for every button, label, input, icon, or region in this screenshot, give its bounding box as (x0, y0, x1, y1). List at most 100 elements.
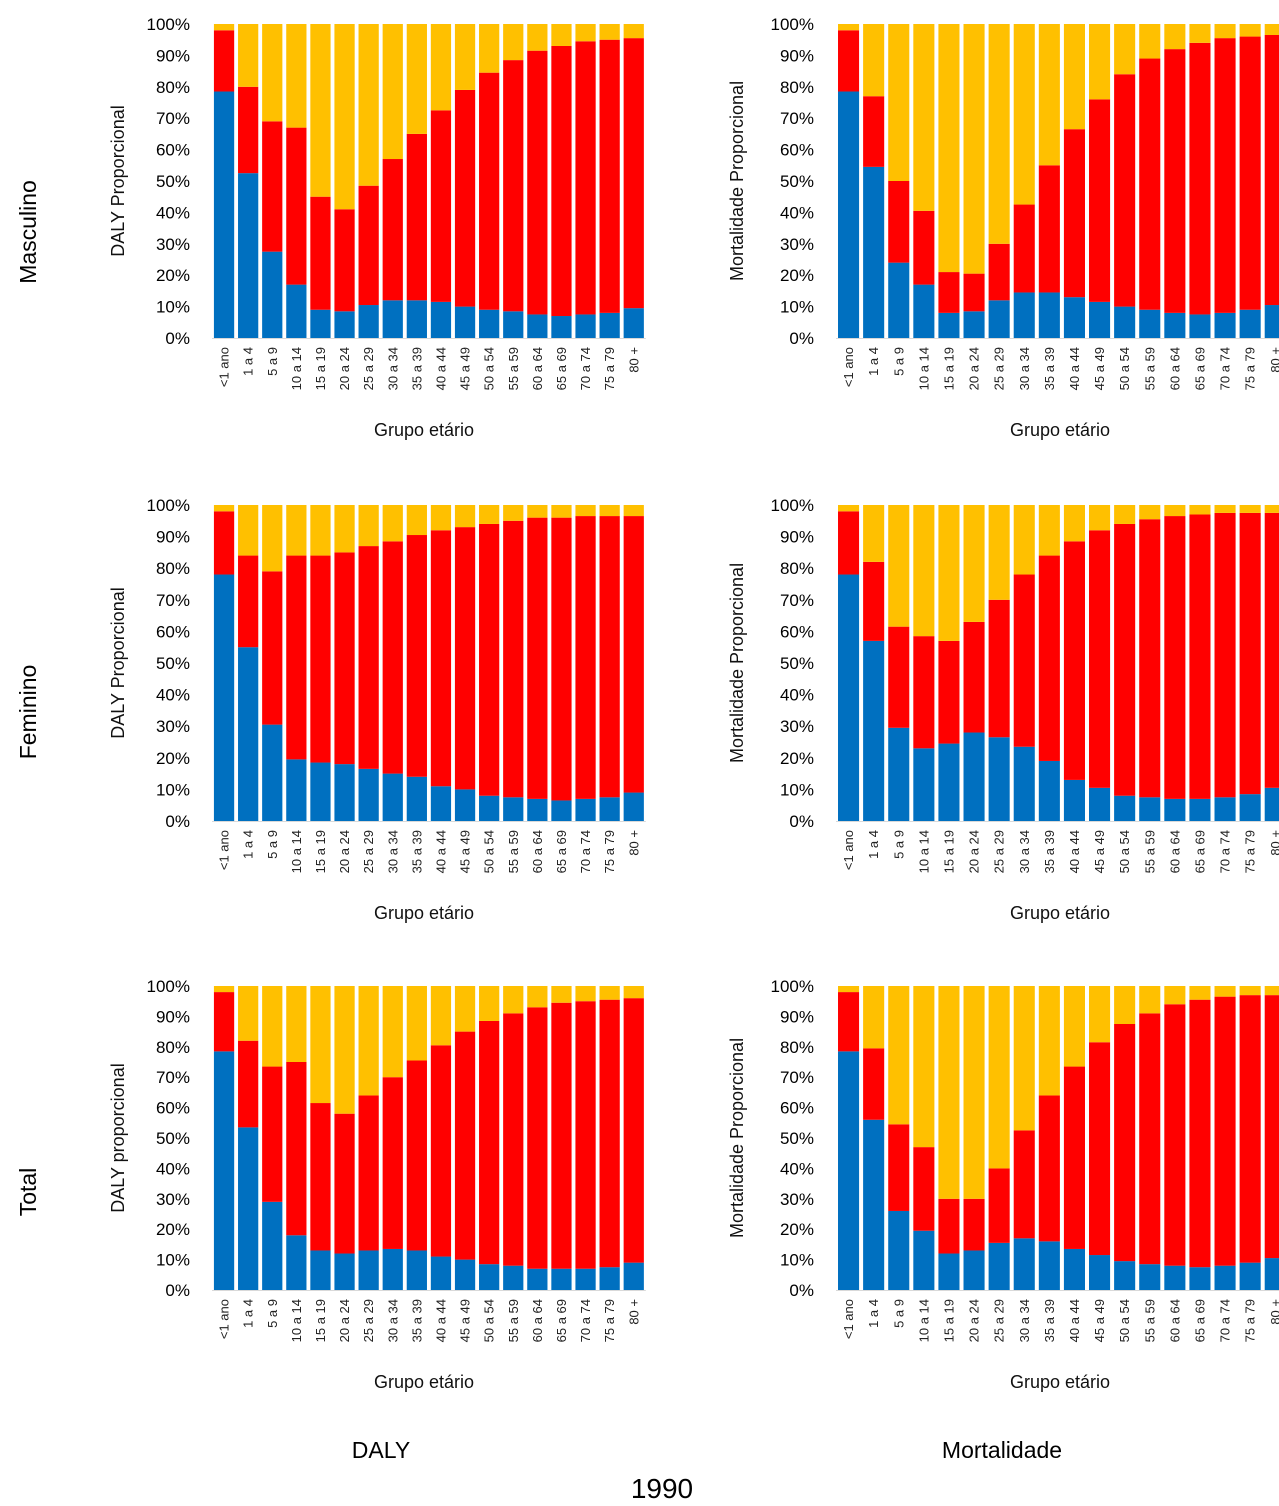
y-tick-label: 10% (780, 780, 814, 799)
bar-red-0 (838, 992, 860, 1052)
x-tick-label: 55 a 59 (1142, 830, 1157, 873)
y-tick-label: 70% (780, 109, 814, 128)
chart-5: 0% 10% 20% 30% 40% 50% 60% 70% 80% 90% 100% Mortali… (727, 977, 1279, 1392)
x-tick-label: 50 a 54 (482, 830, 497, 873)
bar-yellow-7 (382, 986, 403, 1078)
bar-yellow-17 (1264, 986, 1279, 996)
bar-blue-9 (430, 786, 452, 821)
bar-red-12 (503, 60, 524, 312)
y-tick-label: 70% (156, 109, 190, 128)
y-tick-label: 20% (780, 266, 814, 285)
bar-red-15 (1214, 38, 1236, 313)
bar-yellow-17 (623, 24, 644, 39)
bar-blue-14 (1189, 1267, 1211, 1290)
x-tick-label: 80 + (626, 1299, 641, 1325)
bar-red-15 (1214, 512, 1236, 798)
bar-yellow-13 (1164, 24, 1186, 50)
x-tick-label: 75 a 79 (602, 830, 617, 873)
bar-yellow-2 (888, 986, 910, 1125)
y-tick-label: 40% (780, 686, 814, 705)
row-label-feminino: Feminino (15, 665, 41, 760)
bar-blue-7 (1013, 292, 1035, 338)
bar-red-6 (988, 1168, 1010, 1243)
bar-blue-8 (406, 776, 427, 821)
bar-blue-9 (1063, 297, 1085, 338)
x-tick-label: 70 a 74 (578, 830, 593, 873)
x-tick-label: 20 a 24 (967, 1299, 982, 1342)
x-tick-label: 55 a 59 (1142, 1299, 1157, 1342)
x-tick-label: 55 a 59 (506, 347, 521, 390)
x-tick-label: 30 a 34 (1017, 830, 1032, 873)
x-tick-label: 75 a 79 (1243, 830, 1258, 873)
bar-blue-12 (503, 311, 524, 338)
x-tick-label: 80 + (1268, 830, 1279, 856)
x-tick-label: <1 ano (217, 1299, 232, 1339)
y-tick-label: 50% (780, 172, 814, 191)
bar-blue-15 (575, 798, 596, 821)
x-tick-label: 35 a 39 (1042, 347, 1057, 390)
bar-yellow-1 (863, 986, 885, 1049)
bar-yellow-13 (527, 505, 548, 518)
x-axis-label: Grupo etário (1010, 1372, 1110, 1392)
bar-blue-8 (1038, 760, 1060, 821)
x-tick-label: 25 a 29 (361, 830, 376, 873)
bar-blue-2 (888, 727, 910, 821)
bar-yellow-11 (479, 986, 500, 1021)
bar-yellow-13 (527, 24, 548, 51)
bar-blue-4 (310, 309, 331, 338)
y-tick-label: 90% (780, 46, 814, 65)
bar-yellow-6 (988, 24, 1010, 244)
x-tick-label: 1 a 4 (866, 830, 881, 859)
y-tick-label: 10% (156, 1251, 190, 1270)
bar-red-1 (238, 86, 259, 174)
x-tick-label: 25 a 29 (361, 347, 376, 390)
x-tick-label: 25 a 29 (992, 347, 1007, 390)
bar-blue-0 (213, 91, 235, 338)
bar-yellow-3 (913, 24, 935, 211)
bar-yellow-10 (1089, 986, 1111, 1043)
chart-2: 0% 10% 20% 30% 40% 50% 60% 70% 80% 90% 100% DALY Pr… (108, 496, 646, 923)
bar-red-4 (310, 555, 331, 763)
bar-blue-3 (913, 1230, 935, 1290)
bar-yellow-6 (988, 986, 1010, 1169)
bar-red-2 (888, 1124, 910, 1211)
bar-red-7 (382, 159, 403, 301)
bar-red-17 (623, 38, 644, 309)
bar-red-6 (358, 185, 379, 306)
bar-blue-14 (551, 316, 572, 338)
y-tick-label: 90% (780, 528, 814, 547)
bar-red-10 (454, 1031, 476, 1260)
bar-yellow-1 (863, 24, 885, 97)
bar-blue-0 (838, 574, 860, 821)
bar-yellow-11 (479, 505, 500, 524)
bar-yellow-1 (238, 24, 259, 87)
y-tick-label: 100% (147, 496, 190, 515)
y-tick-label: 10% (156, 780, 190, 799)
x-tick-label: 25 a 29 (992, 830, 1007, 873)
bar-blue-17 (623, 1262, 644, 1290)
chart-1: 0% 10% 20% 30% 40% 50% 60% 70% 80% 90% 100% Mortali… (727, 15, 1279, 440)
bar-blue-14 (1189, 314, 1211, 338)
bar-blue-7 (1013, 746, 1035, 821)
bar-red-11 (1114, 1024, 1136, 1262)
bar-yellow-0 (838, 986, 860, 993)
bar-blue-10 (1089, 787, 1111, 821)
bar-blue-15 (575, 1268, 596, 1290)
x-tick-label: 35 a 39 (1042, 830, 1057, 873)
bar-yellow-11 (1114, 986, 1136, 1024)
x-tick-label: 60 a 64 (530, 1299, 545, 1342)
y-axis-label: DALY Proporcional (108, 587, 128, 738)
x-tick-label: 15 a 19 (313, 347, 328, 390)
bar-yellow-14 (1189, 24, 1211, 43)
y-tick-label: 60% (780, 141, 814, 160)
x-tick-label: 35 a 39 (409, 347, 424, 390)
bar-blue-8 (1038, 292, 1060, 338)
x-tick-label: <1 ano (841, 1299, 856, 1339)
bar-yellow-6 (358, 24, 379, 186)
y-tick-label: 20% (780, 749, 814, 768)
bar-blue-11 (1114, 306, 1136, 338)
bar-red-10 (1089, 1042, 1111, 1256)
bar-blue-6 (358, 768, 379, 821)
bar-blue-7 (382, 300, 403, 338)
bar-yellow-9 (1063, 24, 1085, 130)
